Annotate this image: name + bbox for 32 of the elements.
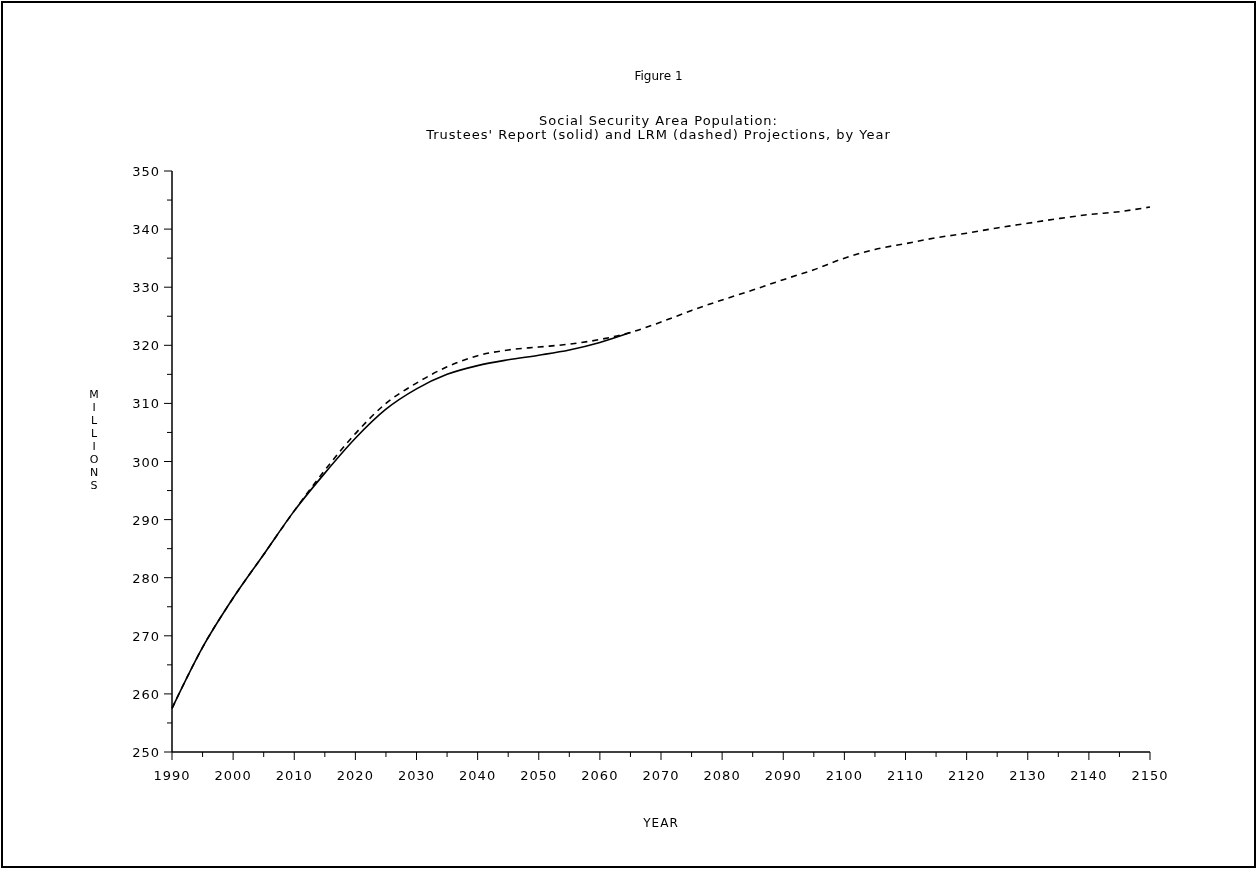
- y-tick-label: 340: [132, 222, 160, 238]
- x-tick-label: 2040: [459, 768, 497, 783]
- x-tick-label: 2150: [1131, 768, 1169, 783]
- chart-subtitle: Social Security Area Population: Trustees' Report (solid) and LRM (dashed) Projections, by Year: [425, 113, 891, 142]
- x-tick-label: 2070: [642, 768, 680, 783]
- y-tick-label: 260: [132, 686, 160, 702]
- y-tick-label: 280: [132, 570, 160, 586]
- y-tick-label: 250: [132, 745, 160, 760]
- x-tick-label: 2050: [520, 768, 558, 783]
- y-tick-label: 290: [132, 512, 160, 528]
- x-tick-label: 2000: [214, 768, 252, 783]
- x-axis-title: YEAR: [642, 816, 679, 830]
- x-tick-label: 2100: [825, 768, 863, 783]
- chart-title: Figure 1: [634, 69, 683, 83]
- x-tick-label: 2060: [581, 768, 619, 783]
- y-tick-label: 310: [132, 396, 160, 412]
- x-tick-label: 2020: [336, 768, 374, 783]
- x-tick-label: 2030: [397, 768, 436, 783]
- x-tick-label: 2110: [886, 768, 925, 783]
- x-tick-label: 2140: [1070, 768, 1108, 783]
- y-tick-label: 330: [132, 280, 160, 296]
- y-tick-label: 350: [132, 164, 160, 179]
- x-tick-label: 2080: [703, 768, 741, 783]
- y-axis-title: MILLIONS: [89, 388, 99, 492]
- y-tick-label: 270: [132, 628, 160, 644]
- x-tick-label: 2130: [1009, 768, 1047, 783]
- x-tick-label: 2010: [275, 768, 313, 783]
- y-tick-label: 300: [132, 454, 160, 470]
- x-tick-label: 2090: [764, 768, 802, 783]
- y-tick-label: 320: [132, 338, 160, 354]
- x-tick-label: 1990: [153, 768, 191, 783]
- x-tick-label: 2120: [948, 768, 986, 783]
